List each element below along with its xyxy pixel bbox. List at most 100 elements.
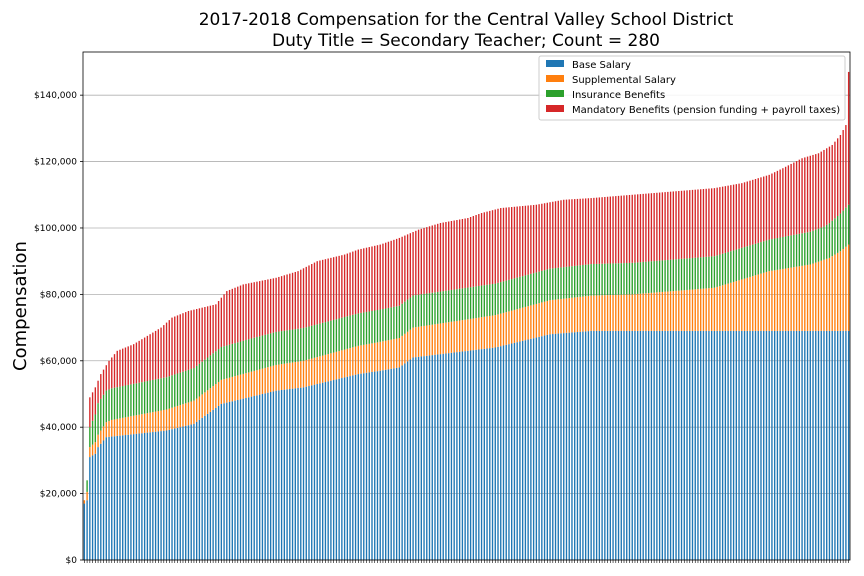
bar-82-base-salary [308,386,310,560]
bar-87-base-salary [322,382,324,560]
bar-58-insurance-benefits [242,340,244,374]
bar-48-mandatory-benefits [215,304,217,352]
bar-253-base-salary [776,330,779,560]
bar-200-supplemental-salary [631,294,633,331]
bar-245-mandatory-benefits [754,179,757,244]
bar-36-mandatory-benefits [182,313,184,372]
bar-230-mandatory-benefits [713,188,716,257]
bar-241-supplemental-salary [743,278,746,331]
bar-24-supplemental-salary [149,412,151,433]
bar-38-mandatory-benefits [187,310,190,370]
bar-271-supplemental-salary [826,258,828,331]
bar-243-supplemental-salary [749,276,751,331]
bar-221-mandatory-benefits [689,190,691,259]
bar-235-supplemental-salary [727,283,729,331]
bar-33-supplemental-salary [174,406,176,429]
bar-254-insurance-benefits [779,237,781,270]
bar-178-base-salary [571,332,573,560]
bar-53-supplemental-salary [228,377,231,402]
bar-177-mandatory-benefits [568,199,570,267]
bar-31-supplemental-salary [168,408,170,430]
bar-48-insurance-benefits [215,351,217,385]
bar-104-insurance-benefits [368,311,370,344]
bar-175-base-salary [563,333,565,560]
bar-195-insurance-benefits [617,263,620,295]
bar-132-base-salary [445,353,447,560]
bar-189-insurance-benefits [601,263,603,296]
bar-255-insurance-benefits [782,236,784,269]
bar-219-supplemental-salary [683,290,685,331]
bar-64-supplemental-salary [259,369,261,395]
bar-164-insurance-benefits [532,273,535,305]
bar-134-insurance-benefits [450,289,453,322]
bar-258-supplemental-salary [790,267,792,331]
bar-220-mandatory-benefits [686,190,688,259]
bar-183-base-salary [584,331,587,560]
bar-69-insurance-benefits [272,332,275,366]
bar-221-insurance-benefits [689,258,691,290]
bar-275-mandatory-benefits [836,138,839,216]
bar-123-insurance-benefits [420,294,422,327]
bar-39-mandatory-benefits [190,310,192,369]
bar-156-mandatory-benefits [511,207,513,280]
bar-4-supplemental-salary [94,442,97,454]
bar-93-insurance-benefits [338,318,340,352]
bar-164-mandatory-benefits [532,204,535,274]
bar-124-supplemental-salary [423,325,425,357]
bar-30-base-salary [165,430,168,560]
bar-205-insurance-benefits [645,261,647,294]
bar-58-supplemental-salary [242,373,244,399]
bar-134-base-salary [450,352,453,560]
bar-224-mandatory-benefits [697,189,699,258]
bar-257-base-salary [787,330,790,560]
bar-49-insurance-benefits [217,349,220,382]
bar-260-mandatory-benefits [795,161,798,235]
bar-97-mandatory-benefits [349,252,351,316]
bar-217-mandatory-benefits [678,191,680,260]
bar-222-supplemental-salary [691,289,694,331]
bar-217-base-salary [678,330,680,560]
bar-147-mandatory-benefits [486,211,488,285]
bar-51-supplemental-salary [223,379,225,404]
bar-27-supplemental-salary [157,411,160,432]
bar-278-supplemental-salary [845,246,847,331]
bar-103-base-salary [365,372,368,560]
bar-32-supplemental-salary [171,407,173,430]
bar-43-supplemental-salary [201,394,203,418]
bar-8-insurance-benefits [105,390,107,423]
bar-76-insurance-benefits [291,329,294,363]
bar-140-supplemental-salary [467,319,469,351]
bar-211-supplemental-salary [661,291,664,331]
bar-231-mandatory-benefits [716,187,718,256]
bar-215-base-salary [672,330,674,560]
bar-169-base-salary [546,334,548,560]
bar-126-insurance-benefits [428,293,431,326]
bar-198-mandatory-benefits [626,195,628,263]
bar-71-supplemental-salary [278,364,280,391]
bar-186-mandatory-benefits [593,197,595,264]
bar-199-insurance-benefits [628,262,631,295]
bar-33-base-salary [174,428,176,560]
bar-159-supplemental-salary [519,308,521,342]
bar-262-mandatory-benefits [801,158,803,234]
bar-53-insurance-benefits [228,344,231,378]
bar-85-mandatory-benefits [316,261,318,325]
bar-176-mandatory-benefits [565,199,568,267]
bar-230-supplemental-salary [713,287,716,331]
bar-251-supplemental-salary [771,270,773,331]
bar-205-base-salary [645,330,647,560]
bar-230-base-salary [713,330,716,560]
bar-236-mandatory-benefits [730,185,732,252]
bar-34-mandatory-benefits [176,315,179,374]
bar-52-mandatory-benefits [226,291,228,346]
bar-208-insurance-benefits [653,261,655,293]
bar-20-supplemental-salary [138,414,140,434]
bar-36-supplemental-salary [182,404,184,427]
bar-12-mandatory-benefits [116,350,118,388]
bar-105-mandatory-benefits [371,246,373,311]
bar-193-base-salary [612,330,614,560]
bar-16-base-salary [127,434,129,560]
bar-155-base-salary [508,344,510,560]
bar-187-base-salary [595,330,598,560]
bar-51-mandatory-benefits [223,294,225,347]
